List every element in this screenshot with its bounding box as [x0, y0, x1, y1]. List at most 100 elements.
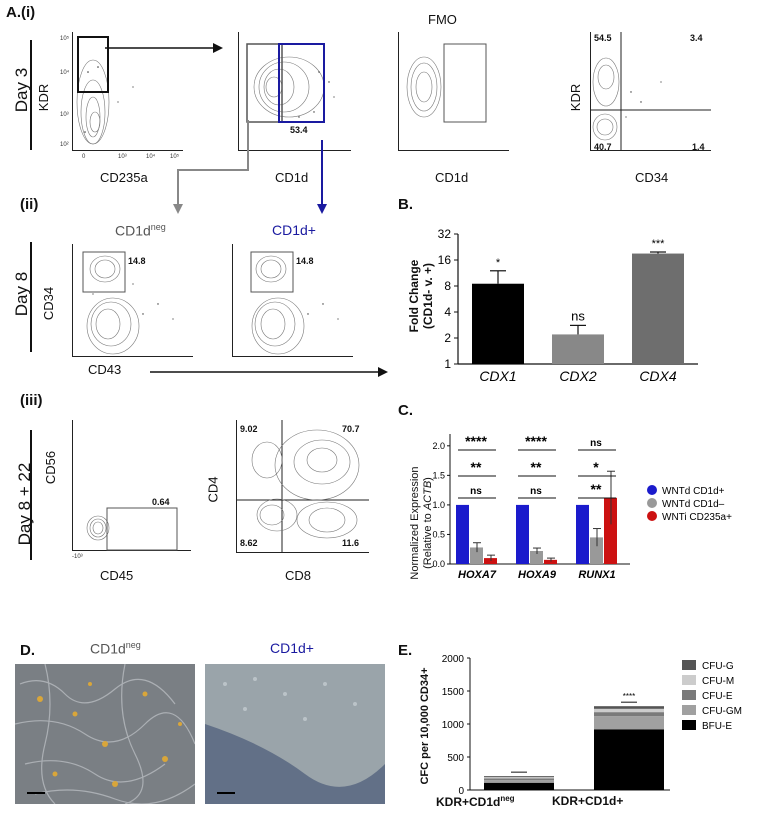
chart-e-legend-swatch — [682, 720, 696, 730]
tick-p1-y4: 10⁴ — [60, 70, 70, 76]
chart-c-legend-label: WNTi CD235a+ — [662, 512, 732, 523]
chart-e-bar-segment — [484, 777, 554, 779]
tick-p1-y5: 10⁵ — [60, 36, 70, 42]
chart-b-significance: * — [496, 257, 501, 269]
chart-c-significance: * — [593, 459, 599, 475]
chart-e-xlabel-2: KDR+CD1d+ — [552, 794, 624, 808]
chart-c-legend-swatch — [647, 498, 657, 508]
chart-b-ytick-label: 1 — [444, 357, 451, 371]
micrograph-cd1dpos — [205, 664, 385, 804]
photo-left-title: CD1dneg — [90, 640, 141, 657]
chart-c-legend-label: WNTd CD1d– — [662, 499, 725, 510]
chart-b-ytick-label: 2 — [444, 331, 451, 345]
chart-b-ylabel-1: Fold Change — [407, 259, 421, 333]
chart-c-bar — [530, 551, 543, 564]
p7-x-label: CD45 — [100, 568, 134, 583]
p8-x-label: CD8 — [285, 568, 312, 583]
chart-c: 0.00.51.01.52.0 ******nsHOXA7******nsHOXA… — [432, 433, 732, 581]
day8-bar — [30, 242, 32, 352]
p8-q-bl: 8.62 — [240, 538, 258, 548]
flow-plot-4 — [590, 32, 711, 151]
micrograph-cd1dneg — [15, 664, 195, 804]
p6-title: CD1d+ — [272, 222, 316, 238]
chart-e-bar-segment — [484, 778, 554, 781]
panel-label-c: C. — [398, 402, 413, 419]
p8-q-tr: 70.7 — [342, 424, 360, 434]
chart-e-ytick-label: 500 — [447, 753, 464, 764]
chart-e-bar-segment — [594, 729, 664, 790]
chart-b-category-label: CDX2 — [559, 368, 597, 384]
panel-label-d: D. — [20, 642, 35, 659]
p5-title: CD1dneg — [115, 222, 166, 239]
chart-e-legend-label: BFU-E — [702, 721, 732, 732]
chart-e-ytick-label: 2000 — [442, 654, 465, 665]
chart-c-significance: ** — [471, 459, 482, 475]
chart-c-ytick-label: 0.0 — [432, 559, 445, 569]
tick-p1-y3: 10³ — [60, 112, 69, 118]
chart-e-ytick-label: 0 — [458, 786, 464, 797]
p1-y-label: KDR — [36, 83, 52, 112]
chart-b-ytick-label: 32 — [438, 227, 452, 241]
chart-e-legend-label: CFU-M — [702, 676, 734, 687]
chart-b-ytick-label: 8 — [444, 279, 451, 293]
chart-c-legend-swatch — [647, 511, 657, 521]
chart-e-legend-swatch — [682, 660, 696, 670]
chart-e-legend-swatch — [682, 705, 696, 715]
flow-plot-3 — [398, 32, 509, 151]
p6-value: 14.8 — [296, 256, 314, 266]
chart-c-significance: ns — [530, 486, 542, 497]
chart-e-bar-segment — [594, 712, 664, 717]
p4-x-label: CD34 — [635, 170, 669, 185]
chart-c-significance: ns — [470, 486, 482, 497]
panel-label-e: E. — [398, 642, 413, 659]
chart-c-ytick-label: 1.0 — [432, 500, 445, 510]
chart-b-significance: ns — [571, 308, 585, 323]
p5-x-label: CD43 — [88, 362, 122, 377]
p2-x-label: CD1d — [275, 170, 309, 185]
p2-value: 53.4 — [290, 125, 308, 135]
p7-y-label: CD56 — [43, 450, 59, 485]
chart-c-category-label: HOXA7 — [458, 569, 497, 581]
chart-e-xlabel-1: KDR+CD1dneg — [436, 794, 515, 809]
chart-b: 1 2 4 8 16 32 * CDX1 ns CDX2 *** CDX4 — [438, 227, 698, 384]
flow-plot-5 — [72, 244, 193, 357]
chart-e-bar-segment — [484, 780, 554, 783]
chart-b-ytick-label: 4 — [444, 305, 451, 319]
chart-c-significance: ** — [531, 459, 542, 475]
p5-title-main: CD1d — [115, 222, 151, 239]
p7-value: 0.64 — [152, 497, 170, 507]
chart-c-category-label: RUNX1 — [578, 569, 615, 581]
chart-e-legend-label: CFU-E — [702, 691, 733, 702]
chart-e-legend-label: CFU-GM — [702, 706, 742, 717]
chart-e-bar-segment — [594, 706, 664, 709]
p5-y-label: CD34 — [41, 286, 57, 321]
photo-left-title-main: CD1d — [90, 640, 126, 657]
chart-b-category-label: CDX4 — [639, 368, 677, 384]
chart-e-bar-segment — [484, 782, 554, 790]
flow-plot-2 — [238, 32, 351, 151]
p8-y-label: CD4 — [205, 476, 221, 503]
chart-c-bar — [576, 504, 589, 564]
chart-e-bar-segment — [484, 776, 554, 778]
tick-p1-x5: 10⁵ — [170, 154, 180, 160]
arrow-cd43 — [150, 367, 388, 377]
chart-c-bar — [516, 504, 529, 564]
chart-c-ytick-label: 2.0 — [432, 441, 445, 451]
chart-c-bar — [590, 537, 603, 564]
chart-c-legend-label: WNTd CD1d+ — [662, 486, 725, 497]
chart-e-legend-swatch — [682, 675, 696, 685]
p4-y-label: KDR — [568, 83, 584, 112]
p5-title-sup: neg — [150, 222, 166, 232]
chart-b-ytick-label: 16 — [438, 253, 452, 267]
chart-c-bar — [484, 558, 497, 564]
chart-e-significance: **** — [623, 692, 635, 701]
tick-p1-x4: 10⁴ — [146, 154, 156, 160]
tick-p1-x0: 0 — [82, 154, 86, 160]
chart-e-legend-swatch — [682, 690, 696, 700]
chart-b-bar — [632, 253, 684, 364]
chart-b-significance: *** — [652, 238, 666, 250]
day-label-3: Day 3 — [12, 67, 31, 113]
chart-c-bar — [544, 559, 557, 564]
panel-label-b: B. — [398, 196, 413, 213]
chart-c-category-label: HOXA9 — [518, 569, 557, 581]
